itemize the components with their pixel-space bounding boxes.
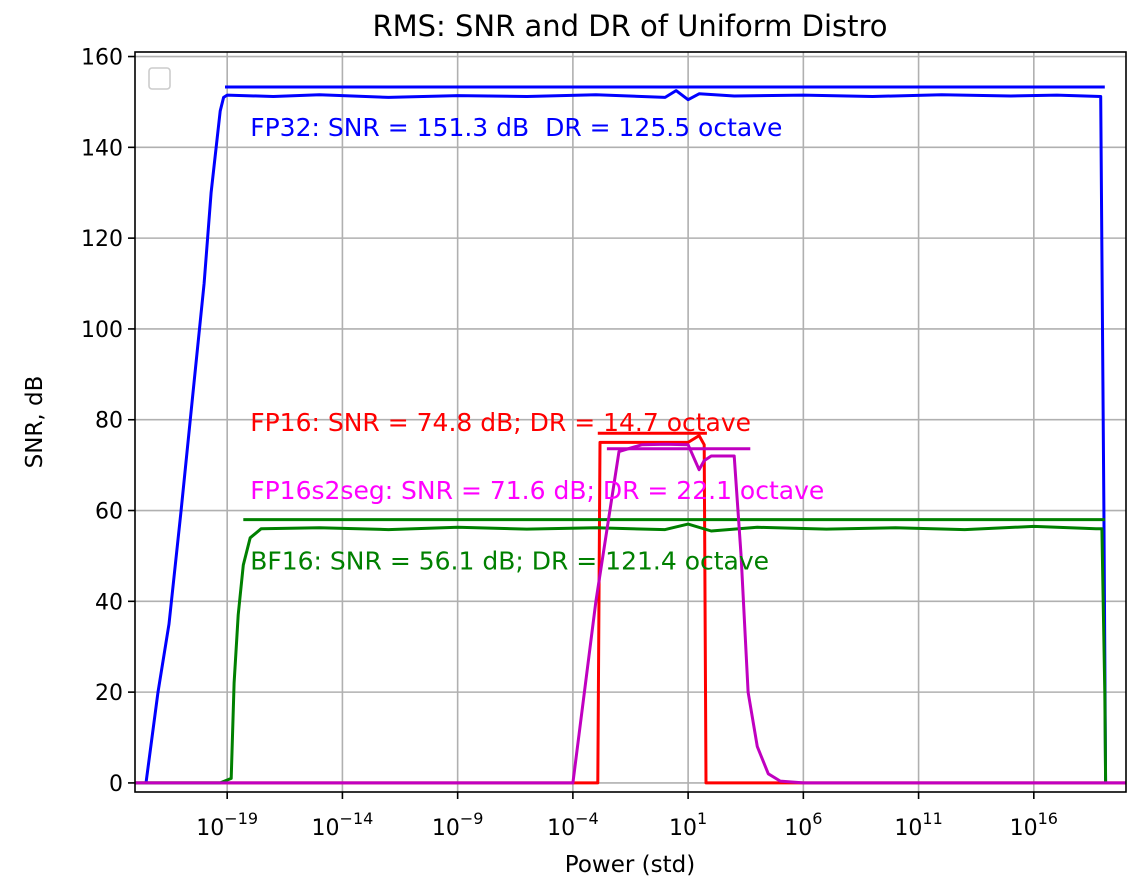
series-line-6: [135, 442, 1126, 785]
y-tick-label: 80: [95, 409, 123, 434]
y-tick-label: 60: [95, 500, 123, 525]
y-tick-label: 20: [95, 681, 123, 706]
series-line-4: [135, 522, 1108, 785]
annotation-2: FP16s2seg: SNR = 71.6 dB; DR = 22.1 octa…: [250, 476, 824, 505]
series-layer: [135, 85, 1126, 785]
series-line-0: [144, 89, 1108, 784]
y-tick-label: 160: [81, 46, 123, 71]
x-axis-label: Power (std): [565, 852, 695, 878]
legend-box: [148, 67, 171, 90]
axis-ticks: 10−19 10−14 10−9 10−4 101 106 1011 1016 0 20 40 60 8…: [81, 46, 1058, 841]
x-tick-label: 1011: [894, 809, 942, 841]
x-tick-label: 10−9: [432, 809, 484, 841]
y-tick-label: 120: [81, 227, 123, 252]
x-tick-label: 10−4: [547, 809, 599, 841]
y-tick-label: 0: [109, 772, 123, 797]
annotation-3: BF16: SNR = 56.1 dB; DR = 121.4 octave: [250, 546, 769, 575]
annotation-1: FP16: SNR = 74.8 dB; DR = 14.7 octave: [250, 408, 751, 437]
annotation-0: FP32: SNR = 151.3 dB DR = 125.5 octave: [250, 113, 782, 142]
y-tick-label: 100: [81, 318, 123, 343]
x-tick-label: 10−14: [312, 809, 374, 841]
plot-frame: [134, 51, 1127, 793]
y-tick-label: 140: [81, 136, 123, 161]
chart-title: RMS: SNR and DR of Uniform Distro: [372, 9, 887, 43]
x-tick-label: 10−19: [196, 809, 258, 841]
x-tick-label: 106: [784, 809, 822, 841]
y-tick-label: 40: [95, 590, 123, 615]
annotations: FP32: SNR = 151.3 dB DR = 125.5 octave FP…: [250, 113, 824, 576]
x-tick-label: 101: [669, 809, 707, 841]
x-tick-label: 1016: [1010, 809, 1058, 841]
y-axis-label: SNR, dB: [22, 376, 48, 469]
